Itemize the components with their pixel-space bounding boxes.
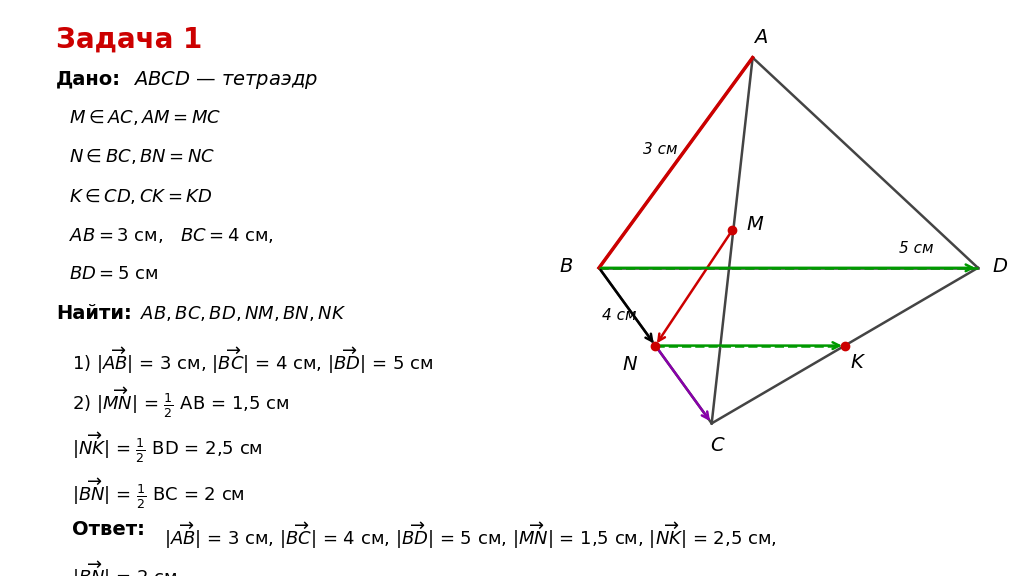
Text: $\mathit{K} \in \mathit{CD, CK = KD}$: $\mathit{K} \in \mathit{CD, CK = KD}$ [69, 187, 212, 206]
Text: $\mathit{AB, BC, BD, NM, BN, NK}$: $\mathit{AB, BC, BD, NM, BN, NK}$ [140, 304, 346, 323]
Text: 5 см: 5 см [899, 241, 934, 256]
Text: 3 см: 3 см [643, 142, 678, 157]
Text: $|\overrightarrow{BN}|$ = 2 см: $|\overrightarrow{BN}|$ = 2 см [72, 559, 177, 576]
Text: $|\overrightarrow{NK}|$ = $\frac{1}{2}$ BD = 2,5 см: $|\overrightarrow{NK}|$ = $\frac{1}{2}$ … [72, 431, 262, 465]
Text: Ответ:: Ответ: [72, 520, 144, 539]
Text: $\mathit{N} \in \mathit{BC, BN = NC}$: $\mathit{N} \in \mathit{BC, BN = NC}$ [69, 147, 215, 166]
Text: $|\overrightarrow{BN}|$ = $\frac{1}{2}$ BC = 2 см: $|\overrightarrow{BN}|$ = $\frac{1}{2}$ … [72, 476, 245, 510]
Text: Найти:: Найти: [56, 304, 132, 323]
Text: C: C [710, 436, 724, 454]
Text: D: D [993, 257, 1008, 275]
Text: $\mathit{ABCD}$ — $\mathit{тетраэдр}$: $\mathit{ABCD}$ — $\mathit{тетраэдр}$ [133, 69, 318, 91]
Text: Дано:: Дано: [56, 69, 121, 88]
Text: $\mathit{M} \in \mathit{AC, AM = MC}$: $\mathit{M} \in \mathit{AC, AM = MC}$ [69, 108, 221, 127]
Text: N: N [623, 355, 637, 374]
Text: 2) $|\overrightarrow{MN}|$ = $\frac{1}{2}$ AB = 1,5 см: 2) $|\overrightarrow{MN}|$ = $\frac{1}{2… [72, 386, 289, 420]
Text: $\mathit{BD = 5}$ см: $\mathit{BD = 5}$ см [69, 265, 158, 283]
Text: $\mathit{AB = 3}$ см,   $\mathit{BC = 4}$ см,: $\mathit{AB = 3}$ см, $\mathit{BC = 4}$ … [69, 226, 273, 245]
Text: M: M [746, 215, 763, 234]
Text: A: A [754, 28, 768, 47]
Text: $|\overrightarrow{AB}|$ = 3 см, $|\overrightarrow{BC}|$ = 4 см, $|\overrightarro: $|\overrightarrow{AB}|$ = 3 см, $|\overr… [164, 520, 776, 551]
Text: Задача 1: Задача 1 [56, 26, 203, 54]
Text: 1) $|\overrightarrow{AB}|$ = 3 см, $|\overrightarrow{BC}|$ = 4 см, $|\overrighta: 1) $|\overrightarrow{AB}|$ = 3 см, $|\ov… [72, 345, 433, 376]
Text: 4 см: 4 см [602, 308, 637, 323]
Text: B: B [559, 257, 573, 275]
Text: K: K [851, 354, 863, 372]
